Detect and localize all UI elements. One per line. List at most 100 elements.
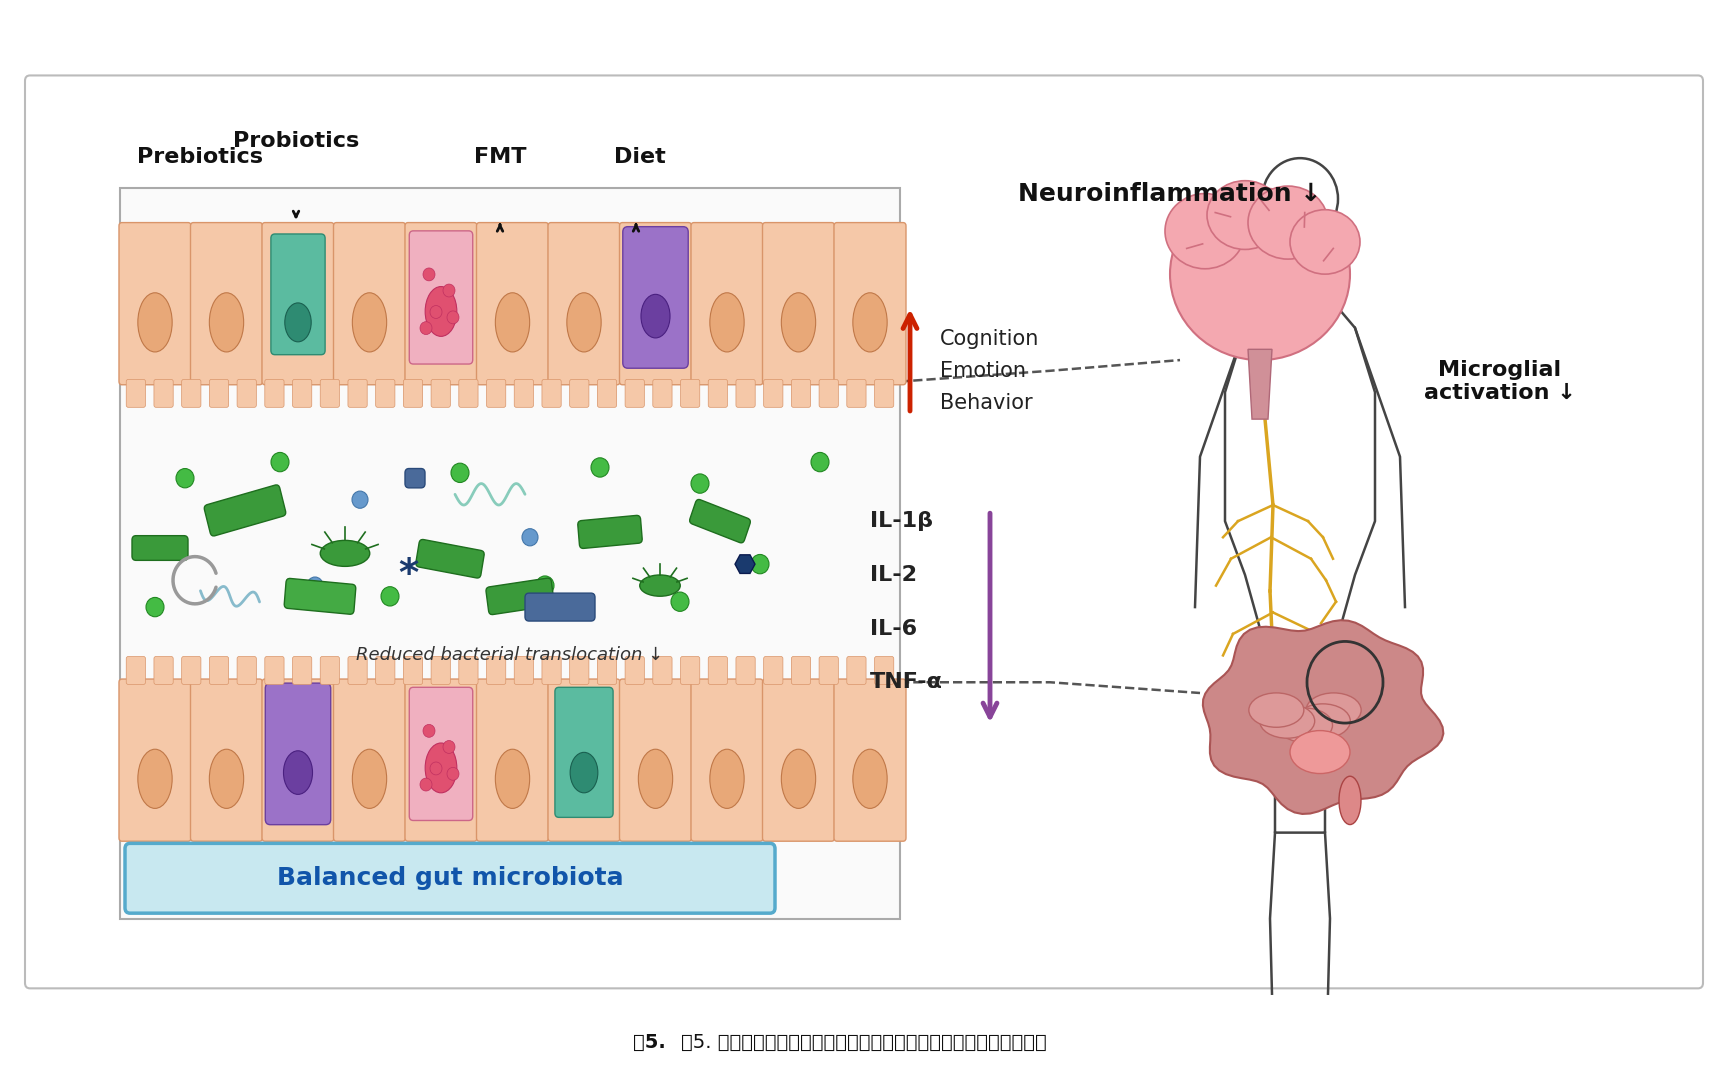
FancyBboxPatch shape bbox=[264, 657, 283, 685]
Polygon shape bbox=[734, 555, 755, 573]
Polygon shape bbox=[1248, 349, 1272, 419]
Circle shape bbox=[591, 458, 608, 477]
Ellipse shape bbox=[567, 293, 601, 352]
Text: Behavior: Behavior bbox=[940, 393, 1033, 413]
Text: Diet: Diet bbox=[613, 147, 665, 166]
Circle shape bbox=[536, 576, 555, 595]
Ellipse shape bbox=[639, 575, 681, 596]
FancyBboxPatch shape bbox=[126, 657, 145, 685]
Text: FMT: FMT bbox=[473, 147, 527, 166]
FancyBboxPatch shape bbox=[570, 657, 589, 685]
FancyBboxPatch shape bbox=[131, 536, 188, 561]
Circle shape bbox=[670, 592, 689, 611]
Ellipse shape bbox=[781, 293, 816, 352]
FancyBboxPatch shape bbox=[24, 76, 1704, 988]
Ellipse shape bbox=[138, 750, 173, 809]
Ellipse shape bbox=[1339, 777, 1362, 824]
FancyBboxPatch shape bbox=[525, 593, 594, 621]
FancyBboxPatch shape bbox=[487, 657, 506, 685]
FancyBboxPatch shape bbox=[622, 227, 688, 368]
Circle shape bbox=[423, 268, 435, 281]
Ellipse shape bbox=[1296, 704, 1350, 739]
Circle shape bbox=[451, 463, 468, 483]
Circle shape bbox=[810, 453, 829, 472]
FancyBboxPatch shape bbox=[620, 679, 691, 841]
Circle shape bbox=[522, 529, 537, 545]
FancyBboxPatch shape bbox=[204, 485, 285, 536]
Circle shape bbox=[691, 474, 708, 494]
Ellipse shape bbox=[496, 293, 530, 352]
FancyBboxPatch shape bbox=[404, 469, 425, 488]
FancyBboxPatch shape bbox=[548, 679, 620, 841]
Text: Emotion: Emotion bbox=[940, 361, 1026, 381]
Text: IL-1β: IL-1β bbox=[869, 511, 933, 531]
FancyBboxPatch shape bbox=[320, 657, 339, 685]
Ellipse shape bbox=[854, 293, 886, 352]
FancyBboxPatch shape bbox=[347, 379, 366, 407]
FancyBboxPatch shape bbox=[283, 579, 356, 615]
FancyBboxPatch shape bbox=[762, 679, 835, 841]
Ellipse shape bbox=[353, 293, 387, 352]
Text: Microglial
activation ↓: Microglial activation ↓ bbox=[1424, 360, 1576, 403]
FancyBboxPatch shape bbox=[708, 657, 727, 685]
FancyBboxPatch shape bbox=[653, 657, 672, 685]
FancyBboxPatch shape bbox=[209, 379, 228, 407]
Ellipse shape bbox=[1206, 180, 1282, 249]
Ellipse shape bbox=[1291, 210, 1360, 274]
FancyBboxPatch shape bbox=[264, 379, 283, 407]
FancyBboxPatch shape bbox=[404, 222, 477, 384]
Text: TNF-α: TNF-α bbox=[869, 672, 943, 692]
FancyBboxPatch shape bbox=[681, 657, 700, 685]
Ellipse shape bbox=[209, 750, 244, 809]
Polygon shape bbox=[1203, 620, 1443, 814]
FancyBboxPatch shape bbox=[190, 679, 263, 841]
FancyBboxPatch shape bbox=[190, 222, 263, 384]
Circle shape bbox=[176, 469, 194, 488]
Ellipse shape bbox=[1248, 186, 1329, 259]
FancyBboxPatch shape bbox=[460, 657, 479, 685]
Ellipse shape bbox=[1170, 188, 1350, 360]
FancyBboxPatch shape bbox=[847, 657, 866, 685]
FancyBboxPatch shape bbox=[403, 379, 423, 407]
Circle shape bbox=[271, 453, 289, 472]
FancyBboxPatch shape bbox=[237, 379, 256, 407]
FancyBboxPatch shape bbox=[410, 231, 473, 364]
Ellipse shape bbox=[1277, 708, 1332, 742]
FancyBboxPatch shape bbox=[543, 379, 562, 407]
FancyBboxPatch shape bbox=[263, 679, 334, 841]
FancyBboxPatch shape bbox=[209, 657, 228, 685]
Ellipse shape bbox=[1260, 704, 1315, 739]
Circle shape bbox=[380, 586, 399, 606]
Ellipse shape bbox=[1165, 193, 1244, 269]
FancyBboxPatch shape bbox=[548, 222, 620, 384]
FancyBboxPatch shape bbox=[119, 679, 192, 841]
FancyBboxPatch shape bbox=[154, 657, 173, 685]
Text: 潜在干预措施: 潜在干预措施 bbox=[753, 21, 975, 79]
FancyBboxPatch shape bbox=[124, 843, 774, 914]
FancyBboxPatch shape bbox=[334, 679, 406, 841]
Ellipse shape bbox=[353, 750, 387, 809]
FancyBboxPatch shape bbox=[477, 222, 548, 384]
FancyBboxPatch shape bbox=[154, 379, 173, 407]
FancyBboxPatch shape bbox=[375, 657, 396, 685]
Text: 图5. 恢复肠道菌群平衡以改善精神分裂症患者肥胖的潜在治疗方案。: 图5. 恢复肠道菌群平衡以改善精神分裂症患者肥胖的潜在治疗方案。 bbox=[681, 1032, 1047, 1052]
FancyBboxPatch shape bbox=[375, 379, 396, 407]
Circle shape bbox=[442, 284, 454, 297]
FancyBboxPatch shape bbox=[819, 379, 838, 407]
FancyBboxPatch shape bbox=[835, 679, 905, 841]
FancyBboxPatch shape bbox=[410, 687, 473, 821]
FancyBboxPatch shape bbox=[271, 234, 325, 354]
Text: Balanced gut microbiota: Balanced gut microbiota bbox=[276, 866, 624, 890]
FancyBboxPatch shape bbox=[689, 499, 750, 543]
FancyBboxPatch shape bbox=[874, 657, 893, 685]
Ellipse shape bbox=[209, 293, 244, 352]
FancyBboxPatch shape bbox=[620, 222, 691, 384]
Circle shape bbox=[145, 597, 164, 617]
Ellipse shape bbox=[1249, 693, 1305, 727]
Ellipse shape bbox=[496, 750, 530, 809]
Ellipse shape bbox=[425, 286, 456, 336]
Ellipse shape bbox=[425, 743, 456, 793]
Circle shape bbox=[420, 778, 432, 791]
FancyBboxPatch shape bbox=[460, 379, 479, 407]
FancyBboxPatch shape bbox=[681, 379, 700, 407]
